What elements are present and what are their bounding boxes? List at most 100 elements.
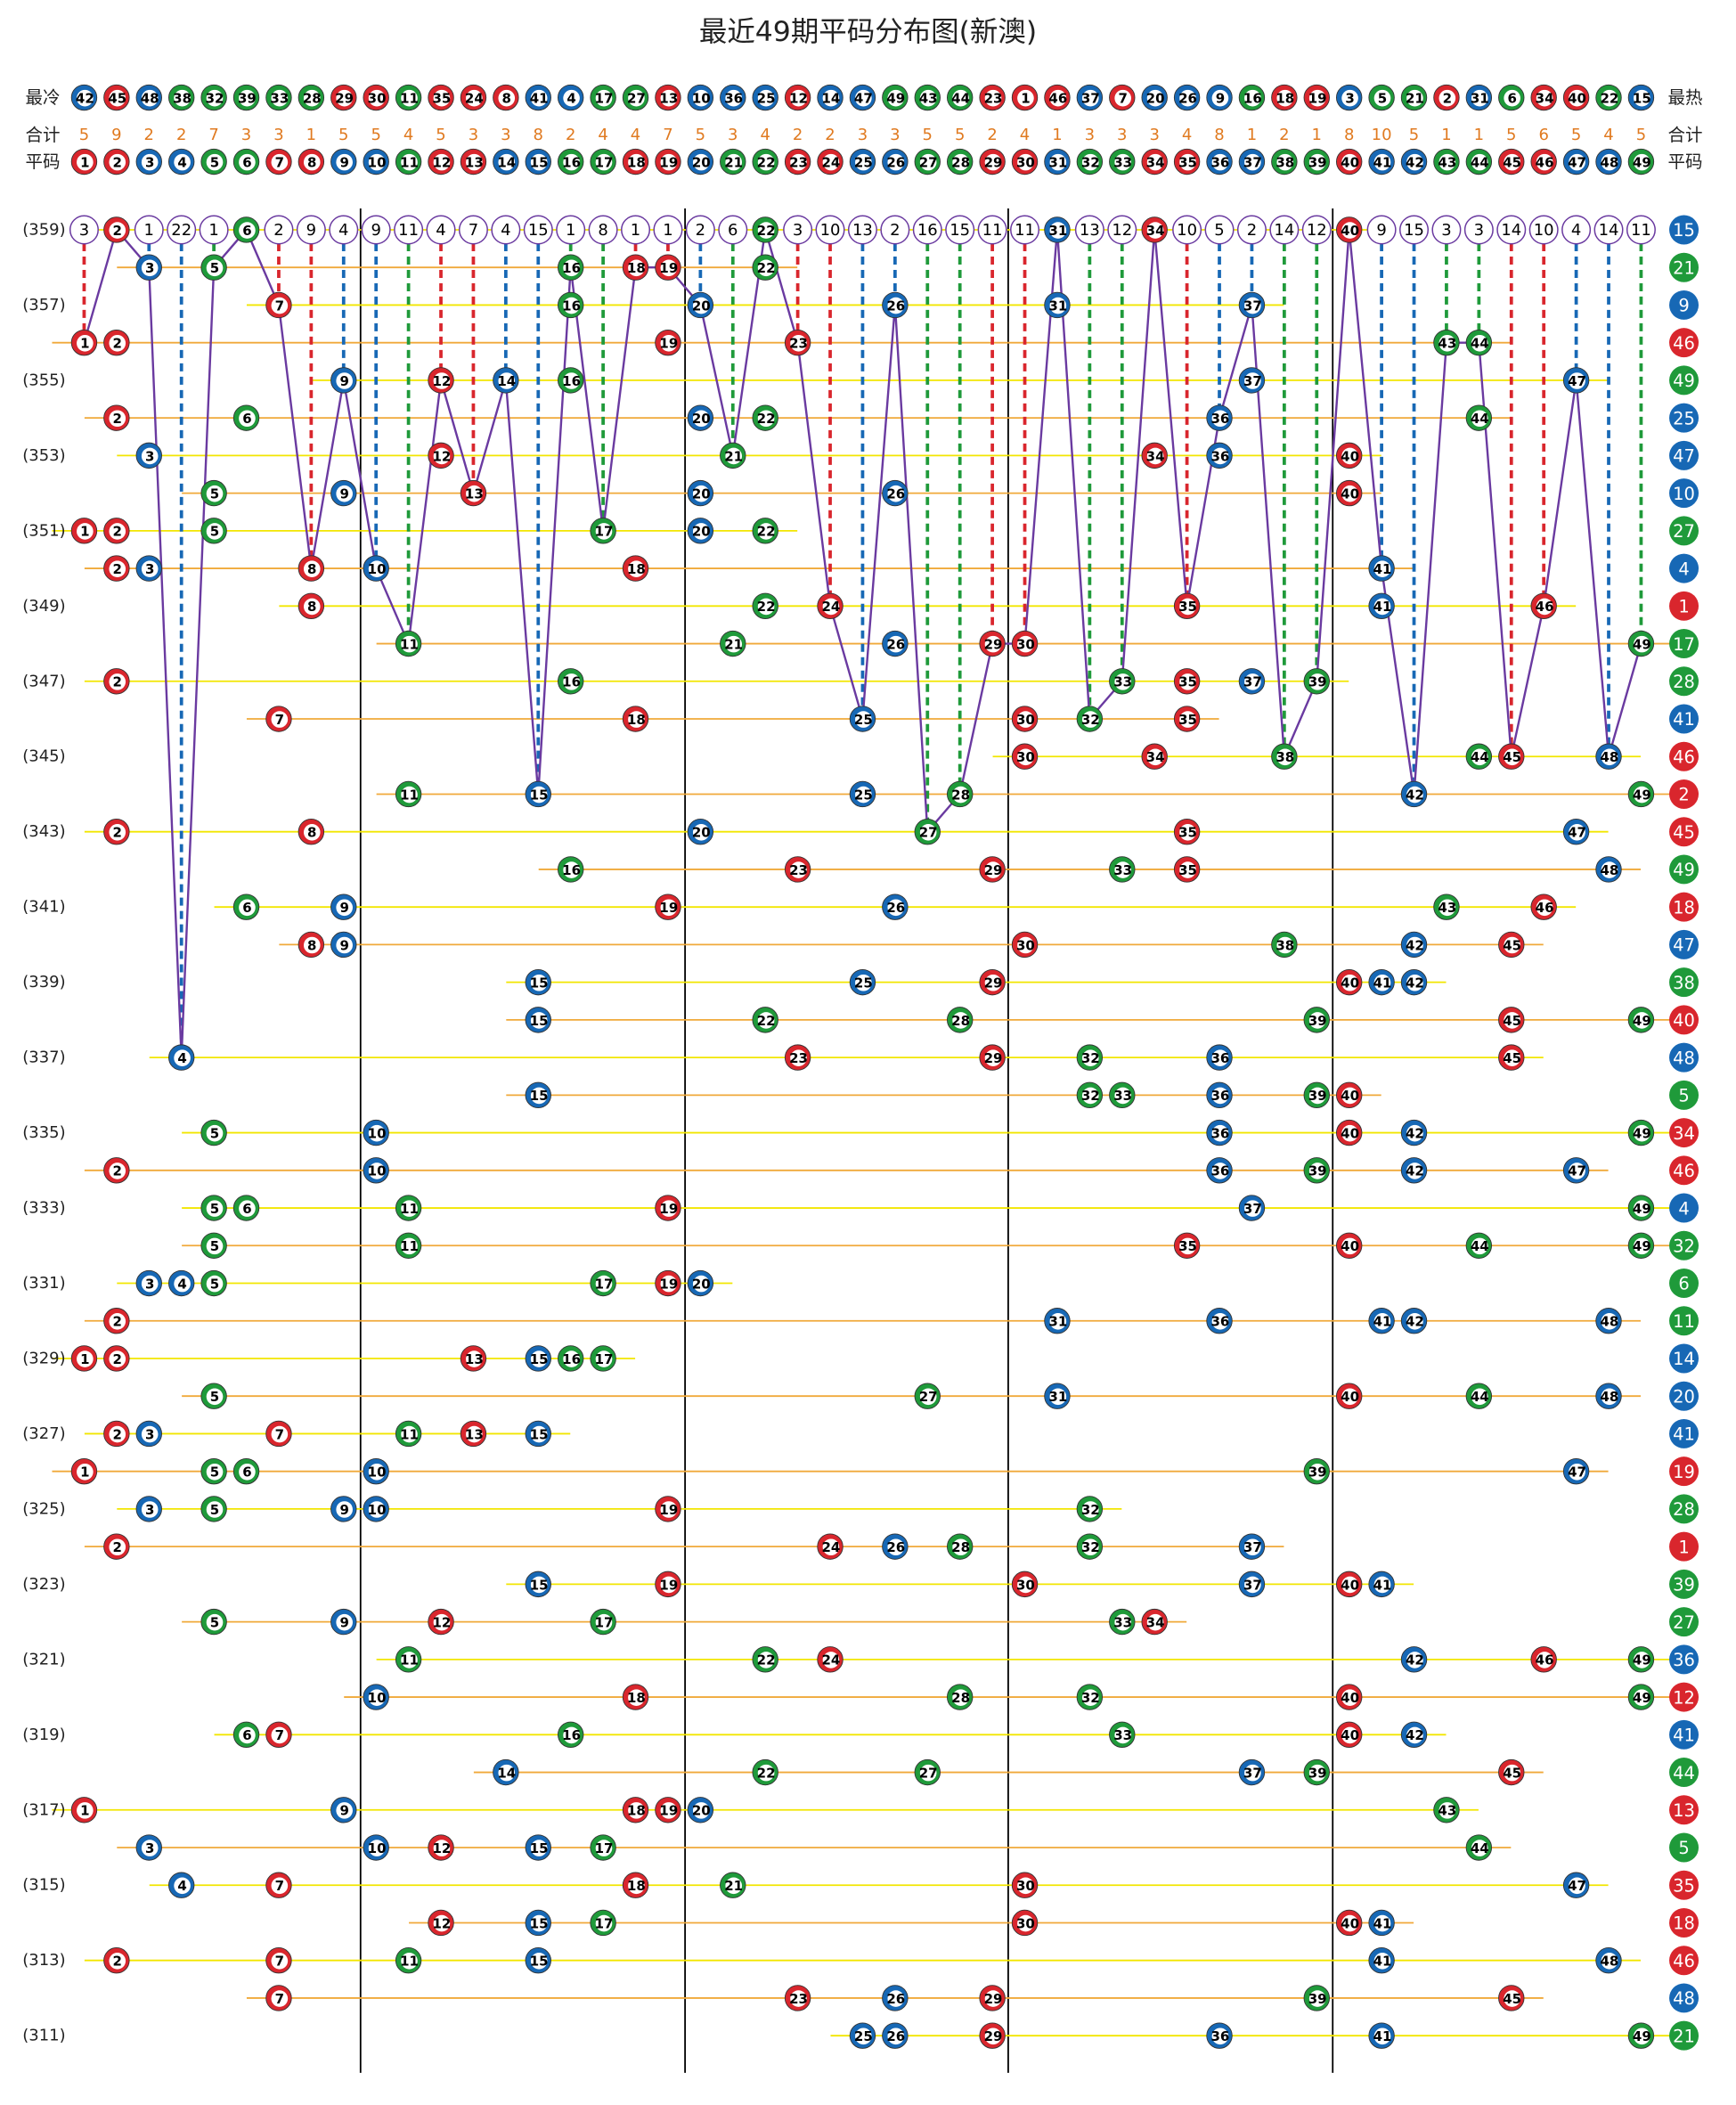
ball-face: [530, 974, 548, 991]
ball-face: [368, 1689, 386, 1706]
ball-number: 4: [177, 1276, 186, 1292]
special-ball: [1669, 1946, 1699, 1976]
ball-number: 15: [530, 1088, 549, 1104]
total: 3: [241, 126, 251, 144]
ball-face: [919, 824, 937, 841]
ball-face: [1341, 1087, 1358, 1105]
ball-number: 10: [368, 1163, 387, 1179]
ball: 45: [1498, 148, 1525, 175]
ball-number: 41: [1373, 154, 1392, 170]
ball: 2: [103, 819, 130, 845]
ball: 32: [1076, 706, 1104, 732]
ball-face: [1211, 1313, 1229, 1330]
period: (327): [22, 1424, 65, 1443]
ball-face: [984, 1990, 1002, 2007]
special-number: 47: [1673, 935, 1695, 956]
omission-circle: [426, 215, 456, 245]
ball: 49: [1627, 2022, 1655, 2049]
ball-number: 49: [1633, 787, 1651, 803]
ball-number: 22: [757, 260, 776, 276]
ball: 3: [135, 254, 162, 281]
ball: 25: [752, 84, 778, 111]
ball: 32: [1076, 1684, 1104, 1710]
ball-number: 33: [1113, 154, 1132, 170]
total: 5: [371, 126, 380, 144]
ball-face: [1211, 1124, 1229, 1142]
ball-number: 40: [1341, 1088, 1359, 1104]
ball-face: [109, 1313, 126, 1330]
ball-face: [1081, 89, 1099, 107]
ball: 46: [1530, 592, 1557, 619]
ball-number: 48: [1600, 1314, 1618, 1330]
ball-number: 30: [1016, 154, 1035, 170]
total: 5: [79, 126, 89, 144]
special-number: 36: [1673, 1650, 1695, 1670]
ball-number: 5: [210, 1502, 219, 1518]
special-ball: [1669, 478, 1699, 509]
ball-number: 49: [1633, 2028, 1651, 2044]
ball-number: 35: [1178, 712, 1197, 728]
ball-face: [271, 89, 289, 107]
ball: 8: [493, 84, 519, 111]
special-number: 40: [1673, 1010, 1695, 1031]
special-ball: [1669, 1569, 1699, 1599]
ball-face: [790, 861, 807, 878]
ball: 28: [946, 780, 974, 808]
ball: 12: [428, 148, 454, 175]
ball-face: [530, 786, 548, 804]
ball-number: 2: [113, 1539, 122, 1555]
ball: 40: [1335, 1232, 1363, 1259]
ball: 15: [525, 968, 551, 996]
omission: 14: [1274, 221, 1294, 240]
ball: 40: [1335, 148, 1363, 175]
special-ball: [1669, 704, 1699, 734]
ball: 46: [1530, 893, 1557, 920]
special-number: 17: [1673, 634, 1695, 655]
ball: 37: [1238, 668, 1266, 695]
ball-number: 18: [627, 561, 646, 577]
ball: 12: [428, 1834, 454, 1861]
ball: 16: [558, 1721, 584, 1748]
omission: 15: [950, 221, 970, 240]
ball-number: 34: [1146, 223, 1165, 239]
special-ball: [1669, 1456, 1699, 1487]
total: 2: [1279, 126, 1289, 144]
ball: 26: [882, 1985, 909, 2011]
ball: 41: [1368, 968, 1395, 996]
ball-number: 39: [1308, 1163, 1327, 1179]
ball-face: [1601, 748, 1618, 766]
ball-face: [628, 1802, 645, 1819]
period: (313): [22, 1951, 65, 1970]
special-number: 41: [1673, 1726, 1695, 1746]
ball: 10: [363, 1457, 389, 1485]
ball: 33: [1109, 1081, 1136, 1109]
ball-number: 27: [919, 1765, 938, 1781]
ball-number: 29: [984, 636, 1003, 652]
ball: 17: [590, 1834, 616, 1861]
ball-number: 32: [1081, 154, 1100, 170]
ball-face: [466, 153, 483, 171]
ball: 6: [232, 893, 260, 920]
ball: 48: [1595, 856, 1622, 883]
omission-circle: [394, 215, 424, 245]
ball-face: [336, 1613, 353, 1631]
ball-face: [239, 410, 256, 428]
total: 4: [631, 126, 640, 144]
ball-face: [1244, 153, 1261, 171]
ball-number: 5: [210, 486, 219, 502]
ball: 19: [655, 254, 681, 281]
ball-number: 13: [659, 90, 678, 106]
ball-face: [1179, 598, 1196, 616]
ball-number: 4: [566, 90, 575, 106]
ball-face: [1536, 598, 1553, 616]
ball: 20: [687, 1797, 714, 1824]
ball-face: [1341, 222, 1358, 239]
ball-number: 32: [1081, 1502, 1100, 1518]
ball-face: [1081, 1049, 1099, 1067]
ball-face: [239, 1200, 256, 1217]
special-ball: [1669, 1983, 1699, 2013]
ball-face: [498, 153, 516, 171]
ball-number: 11: [400, 636, 419, 652]
ball-face: [855, 786, 872, 804]
omission-circle: [199, 215, 229, 245]
